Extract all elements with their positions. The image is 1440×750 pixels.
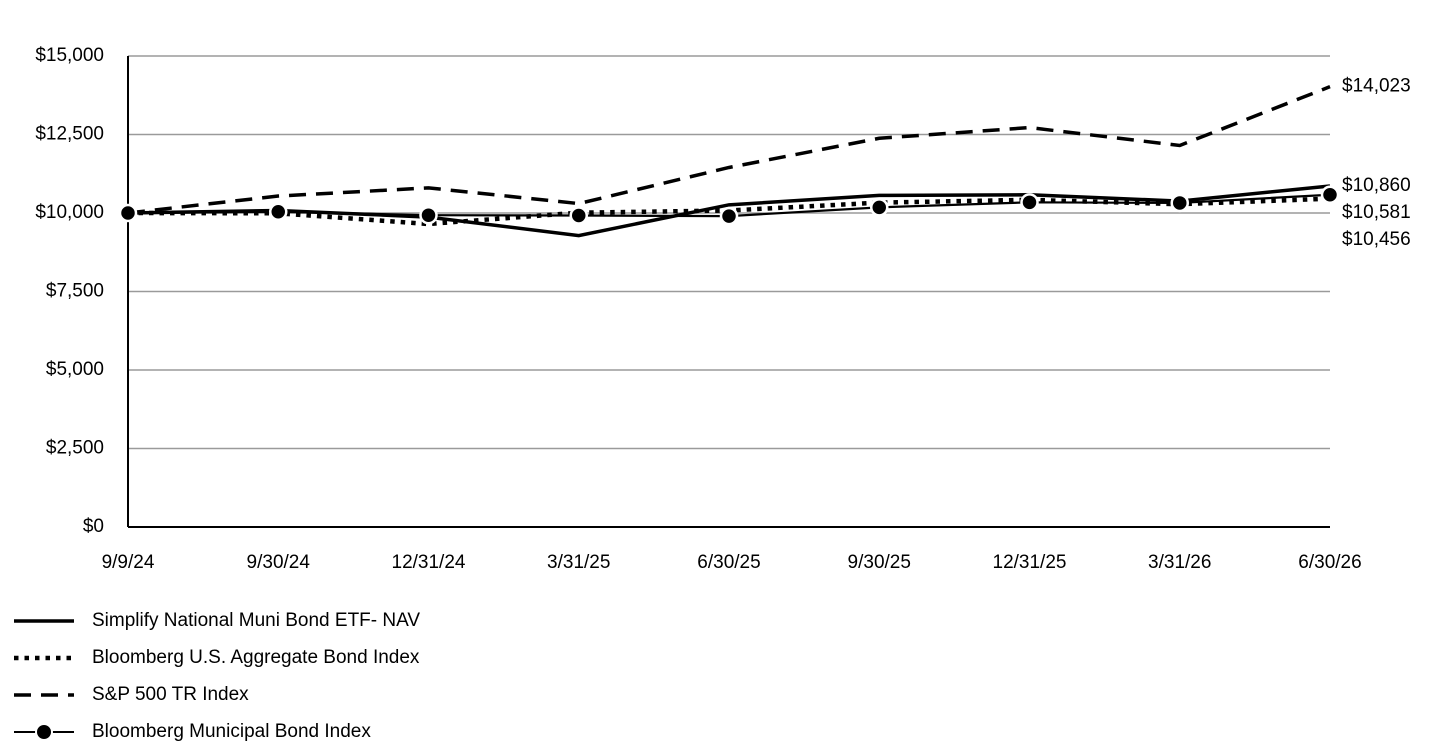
x-tick-label: 3/31/26 [1148,552,1211,573]
legend-swatch-dashed [14,692,74,697]
series-marker [870,198,889,217]
x-tick-label: 6/30/26 [1298,552,1361,573]
legend-item: Bloomberg Municipal Bond Index [12,713,420,750]
end-value-label: $14,023 [1342,76,1411,97]
legend-label: S&P 500 TR Index [92,683,249,705]
y-tick-label: $10,000 [35,202,104,223]
x-axis-ticks: 9/9/24 9/30/24 12/31/24 3/31/25 6/30/25 9/30/… [102,552,1362,573]
legend-swatch-dotted [14,655,74,660]
legend-item: S&P 500 TR Index [12,676,420,713]
end-value-label: $10,581 [1342,202,1411,223]
end-value-label: $10,860 [1342,175,1411,196]
series-marker [118,203,138,223]
legend-label: Bloomberg Municipal Bond Index [92,720,371,742]
series-marker [719,206,739,226]
legend-swatch-marker [14,722,74,741]
legend-item: Bloomberg U.S. Aggregate Bond Index [12,639,420,676]
series-line-solid [127,184,1331,238]
series-marker [1320,185,1340,205]
y-tick-label: $0 [83,516,104,537]
series-marker [1020,193,1039,212]
x-tick-label: 9/30/25 [848,552,911,573]
legend-label: Bloomberg U.S. Aggregate Bond Index [92,646,420,668]
x-tick-label: 3/31/25 [547,552,610,573]
legend-swatch-solid [14,618,74,623]
series-markers [118,185,1340,226]
series-marker [419,205,438,225]
gridlines [128,55,1330,450]
series-line-dashed [127,85,1331,215]
x-tick-label: 9/30/24 [247,552,311,573]
series-marker [1170,193,1189,213]
legend-item: Simplify National Muni Bond ETF- NAV [12,602,420,639]
y-axis-ticks: $0 $2,500 $5,000 $7,500 $10,000 $12,500 $15,00… [35,45,104,537]
line-chart: $0 $2,500 $5,000 $7,500 $10,000 $12,500 $15,00… [35,45,1411,573]
end-value-labels: $14,023 $10,860 $10,581 $10,456 [1342,76,1411,250]
y-tick-label: $5,000 [46,359,104,380]
axes [127,56,1330,528]
y-tick-label: $2,500 [46,438,104,459]
legend-label: Simplify National Muni Bond ETF- NAV [92,609,421,631]
series-marker [569,206,588,225]
series-marker [269,202,288,221]
x-tick-label: 12/31/24 [392,552,466,573]
x-tick-label: 9/9/24 [102,552,155,573]
x-tick-label: 12/31/25 [993,552,1067,573]
y-tick-label: $7,500 [46,281,104,302]
y-tick-label: $15,000 [35,45,104,66]
legend: Simplify National Muni Bond ETF- NAV Blo… [12,602,420,750]
y-tick-label: $12,500 [35,124,104,145]
end-value-label: $10,456 [1342,229,1411,250]
x-tick-label: 6/30/25 [697,552,760,573]
